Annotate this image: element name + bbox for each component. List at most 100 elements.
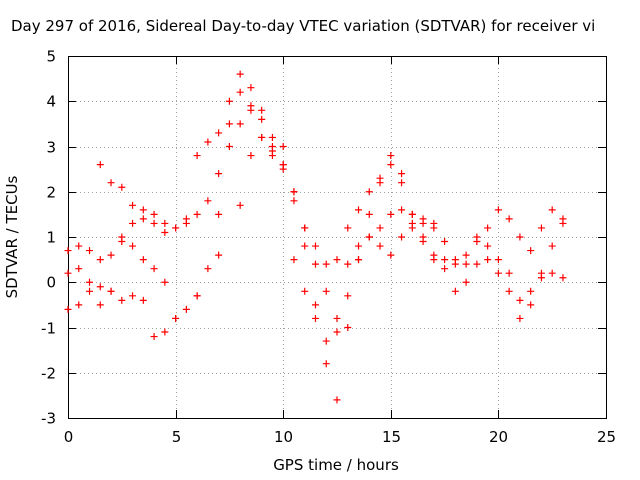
data-point (290, 188, 298, 196)
data-point (398, 206, 406, 214)
data-point (559, 274, 567, 282)
data-point (290, 197, 298, 205)
data-point (548, 242, 556, 250)
y-tick-label: 0 (46, 274, 56, 292)
data-point (462, 278, 470, 286)
data-point (139, 296, 147, 304)
data-point (537, 224, 545, 232)
data-point (129, 219, 137, 227)
y-axis-label: SDTVAR / TECUs (3, 175, 21, 298)
data-point (484, 256, 492, 264)
data-point (473, 260, 481, 268)
x-tick-label: 15 (382, 428, 401, 446)
plot-frame (68, 56, 607, 419)
data-point (333, 328, 341, 336)
data-point (365, 210, 373, 218)
data-point (236, 88, 244, 96)
data-point (301, 224, 309, 232)
data-point (441, 238, 449, 246)
data-point (161, 278, 169, 286)
data-point (236, 201, 244, 209)
data-point (247, 84, 255, 92)
grid-lines (68, 56, 606, 418)
data-point (139, 215, 147, 223)
data-point (344, 224, 352, 232)
data-point (236, 120, 244, 128)
data-point (344, 292, 352, 300)
data-point (236, 70, 244, 78)
data-point (355, 206, 363, 214)
data-point (505, 269, 513, 277)
data-point (129, 201, 137, 209)
data-point (419, 238, 427, 246)
data-point (376, 242, 384, 250)
data-point (494, 256, 502, 264)
data-point (64, 269, 72, 277)
data-point (118, 296, 126, 304)
data-point (398, 170, 406, 178)
x-tick-label: 25 (597, 428, 616, 446)
data-point (268, 133, 276, 141)
data-point (225, 143, 233, 150)
data-point (462, 260, 470, 268)
series-2 (64, 115, 567, 341)
data-point (290, 256, 298, 264)
y-tick-label: 3 (46, 139, 56, 157)
data-point (387, 210, 395, 218)
y-tick-label: 5 (46, 48, 56, 66)
y-tick-label: -1 (41, 320, 56, 338)
data-point (161, 219, 169, 227)
data-point (451, 287, 459, 295)
data-point (247, 152, 255, 160)
data-point (150, 333, 158, 341)
data-point (193, 152, 201, 160)
data-point (215, 129, 223, 137)
data-point (64, 305, 72, 313)
data-point (204, 138, 212, 146)
data-point (107, 179, 115, 187)
data-point (86, 287, 94, 295)
data-point (161, 328, 169, 336)
data-point (322, 337, 330, 345)
data-point (548, 206, 556, 214)
data-point (107, 251, 115, 259)
data-point (182, 305, 190, 313)
data-point (376, 174, 384, 182)
data-point (398, 233, 406, 241)
series-0 (64, 70, 438, 404)
data-point (193, 210, 201, 218)
series-3 (64, 88, 567, 345)
data-point (258, 133, 266, 141)
data-point (559, 215, 567, 223)
data-point (344, 260, 352, 268)
data-point (473, 238, 481, 246)
data-point (311, 301, 319, 309)
data-point (193, 292, 201, 300)
data-point (333, 396, 341, 404)
data-point (516, 233, 524, 241)
data-point (215, 170, 223, 178)
data-point (505, 215, 513, 223)
data-point (215, 210, 223, 218)
y-tick-label: 2 (46, 184, 56, 202)
data-point (268, 147, 276, 155)
data-point (322, 360, 330, 368)
data-point (527, 287, 535, 295)
data-point (258, 106, 266, 114)
data-point (333, 314, 341, 322)
data-point (161, 228, 169, 236)
data-point (172, 224, 180, 232)
data-point (129, 242, 137, 250)
data-point (527, 247, 535, 255)
data-point (75, 242, 83, 250)
data-point (139, 256, 147, 264)
x-axis-label: GPS time / hours (273, 456, 399, 474)
data-point (462, 251, 470, 259)
data-point (441, 265, 449, 273)
x-tick-label: 10 (274, 428, 293, 446)
data-point (505, 287, 513, 295)
data-point (548, 269, 556, 277)
data-point (129, 292, 137, 300)
data-point (301, 242, 309, 250)
data-point (204, 265, 212, 273)
